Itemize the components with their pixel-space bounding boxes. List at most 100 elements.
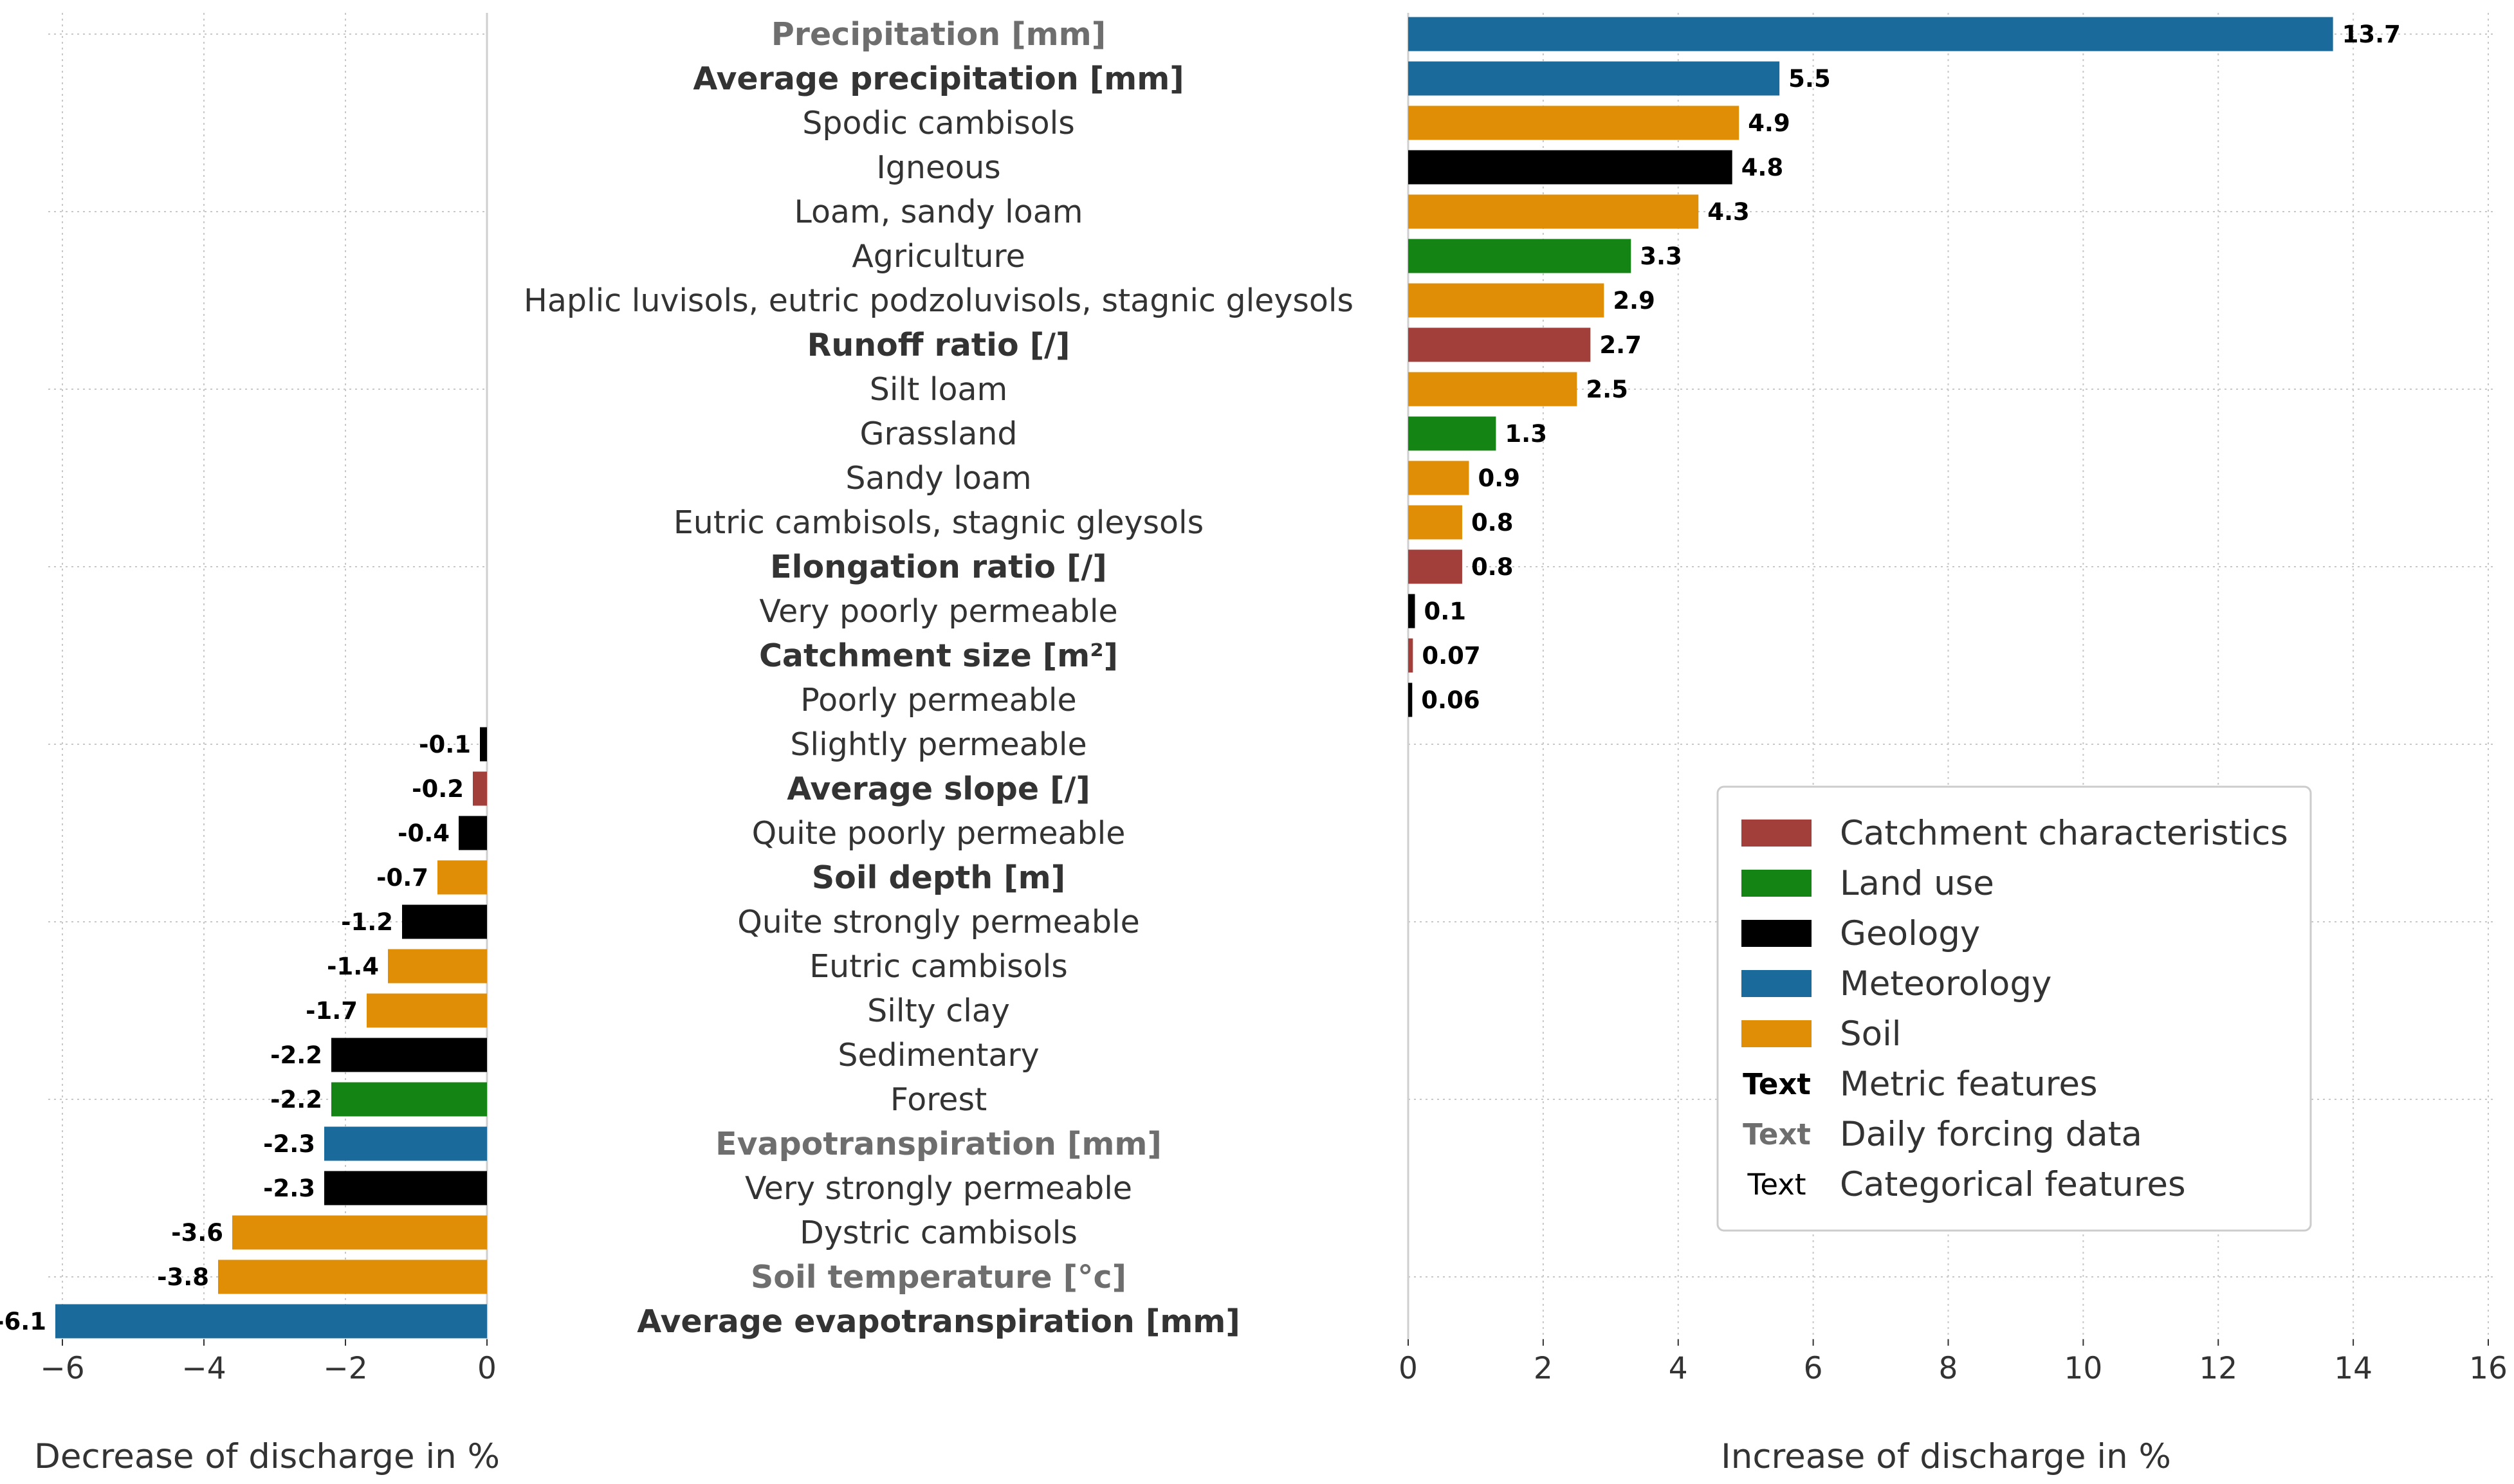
tick-labels: −6 −4 −2 0 0 2 4 6 8 10 12 14 16: [40, 1351, 2508, 1386]
bar-value-label: 0.06: [1421, 686, 1480, 714]
bar: [1408, 416, 1496, 451]
legend-label: Land use: [1840, 864, 1994, 903]
bar-value-label: -1.4: [327, 953, 379, 980]
bar: [437, 860, 487, 895]
bar: [1408, 283, 1604, 318]
bar: [1408, 638, 1413, 673]
legend-label: Geology: [1840, 914, 1980, 953]
legend-text-sample: Text: [1747, 1168, 1806, 1202]
legend-swatch: [1741, 1020, 1812, 1047]
bar-value-label: 0.8: [1471, 509, 1514, 536]
bar-value-label: 0.1: [1424, 598, 1466, 625]
legend-text-sample: Text: [1743, 1067, 1811, 1101]
bar-value-label: 13.7: [2342, 21, 2401, 48]
feature-label: Loam, sandy loam: [794, 194, 1083, 230]
feature-label: Eutric cambisols, stagnic gleysols: [674, 504, 1204, 541]
bar-value-label: -2.2: [270, 1086, 322, 1113]
bar: [1408, 372, 1577, 407]
bar-value-label: 4.9: [1748, 109, 1790, 137]
bar: [1408, 682, 1413, 717]
bar-value-label: -3.6: [171, 1219, 223, 1247]
bar: [1408, 239, 1631, 273]
legend-swatch: [1741, 920, 1812, 947]
legend: Catchment characteristics Land use Geology…: [1716, 785, 2312, 1232]
legend-label: Soil: [1840, 1014, 1902, 1054]
bar: [1408, 105, 1739, 140]
feature-label: Very strongly permeable: [745, 1170, 1132, 1207]
bar: [331, 1038, 487, 1072]
bar: [1408, 549, 1462, 584]
x-tick-label: 16: [2469, 1351, 2508, 1386]
x-tick-label: 0: [477, 1351, 497, 1386]
bar-value-label: 2.5: [1586, 376, 1628, 403]
feature-label: Average slope [/]: [787, 771, 1090, 807]
feature-label: Quite poorly permeable: [752, 815, 1126, 852]
bar: [1408, 150, 1732, 185]
feature-label: Eutric cambisols: [809, 948, 1068, 985]
feature-label: Igneous: [876, 149, 1000, 186]
feature-label: Sedimentary: [838, 1037, 1039, 1074]
bar: [232, 1215, 487, 1250]
x-tick-label: 8: [1939, 1351, 1958, 1386]
feature-label: Silty clay: [867, 993, 1010, 1029]
x-tick-label: 2: [1534, 1351, 1553, 1386]
feature-label: Precipitation [mm]: [771, 16, 1106, 53]
bar: [388, 949, 487, 984]
bar: [1408, 461, 1469, 495]
bar-value-label: -1.2: [341, 908, 393, 936]
bar: [1408, 327, 1591, 362]
x-tick-label: −6: [40, 1351, 84, 1386]
feature-label: Agriculture: [852, 238, 1025, 275]
feature-label: Quite strongly permeable: [737, 904, 1140, 940]
feature-label: Average precipitation [mm]: [693, 60, 1184, 97]
bar: [1408, 594, 1415, 628]
bar: [402, 904, 487, 939]
bar-value-label: -0.7: [376, 864, 428, 892]
feature-label: Slightly permeable: [790, 726, 1087, 763]
bar: [218, 1260, 487, 1294]
bars-layer: 13.7 5.5 4.9 4.8 4.3 3.3 2.9 2.7 2.5 1.3 0.9 0.8 0.8…: [0, 17, 2401, 1339]
bar-value-label: -2.3: [263, 1130, 315, 1158]
feature-label: Average evapotranspiration [mm]: [637, 1303, 1240, 1340]
x-tick-label: 14: [2334, 1351, 2372, 1386]
bar: [480, 727, 487, 762]
bar-value-label: -0.2: [412, 775, 464, 803]
bar: [55, 1304, 487, 1339]
feature-label: Elongation ratio [/]: [770, 549, 1107, 585]
bar-value-label: 0.8: [1471, 553, 1514, 581]
legend-text-sample: Text: [1743, 1117, 1811, 1151]
bar: [331, 1082, 487, 1117]
feature-label: Silt loam: [870, 371, 1007, 408]
x-tick-label: 10: [2064, 1351, 2102, 1386]
bar-value-label: 2.7: [1599, 331, 1642, 359]
bar-value-label: -6.1: [0, 1308, 46, 1335]
left-axis-title: Decrease of discharge in %: [34, 1437, 500, 1476]
bar: [473, 771, 487, 806]
feature-label: Dystric cambisols: [800, 1214, 1078, 1251]
bar: [1408, 17, 2333, 51]
bar-value-label: -0.4: [398, 820, 450, 847]
x-tick-label: 12: [2199, 1351, 2237, 1386]
x-tick-label: 4: [1669, 1351, 1688, 1386]
x-tick-label: 0: [1399, 1351, 1418, 1386]
bar-value-label: 3.3: [1640, 243, 1682, 270]
bar-value-label: -2.3: [263, 1175, 315, 1202]
legend-label: Metric features: [1840, 1065, 2098, 1104]
bar-value-label: 4.8: [1741, 154, 1784, 181]
bar-value-label: -1.7: [306, 997, 358, 1025]
bar-value-label: 0.9: [1478, 464, 1520, 492]
feature-label: Evapotranspiration [mm]: [715, 1126, 1162, 1162]
bar-value-label: -2.2: [270, 1041, 322, 1069]
feature-label: Very poorly permeable: [759, 593, 1117, 630]
bar-value-label: -0.1: [419, 731, 471, 758]
feature-label: Spodic cambisols: [802, 105, 1075, 142]
bar: [1408, 194, 1699, 229]
bar: [324, 1126, 487, 1161]
feature-labels: Precipitation [mm] Average precipitation …: [524, 16, 1353, 1340]
bar: [324, 1171, 487, 1205]
legend-label: Categorical features: [1840, 1165, 2186, 1204]
bar-value-label: -3.8: [157, 1263, 209, 1291]
feature-label: Runoff ratio [/]: [807, 327, 1070, 363]
feature-label: Catchment size [m²]: [759, 637, 1118, 674]
bar: [1408, 61, 1780, 96]
